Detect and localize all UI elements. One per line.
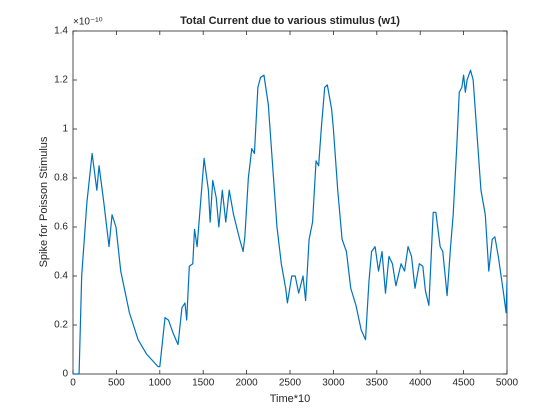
- x-tick-label: 4500: [452, 378, 475, 389]
- x-tick-label: 2500: [279, 378, 302, 389]
- y-tick-label: 1: [62, 124, 68, 135]
- y-tick-label: 1.4: [54, 26, 68, 37]
- x-tick-label: 1500: [192, 378, 215, 389]
- x-tick-label: 3500: [366, 378, 389, 389]
- y-tick-label: 0.4: [54, 271, 68, 282]
- y-tick-label: 0: [62, 369, 68, 380]
- x-tick-label: 2000: [235, 378, 258, 389]
- plot-area: [72, 30, 508, 375]
- x-tick-label: 1000: [149, 378, 172, 389]
- y-tick-label: 0.6: [54, 222, 68, 233]
- chart-title: Total Current due to various stimulus (w…: [180, 15, 400, 27]
- y-tick-label: 0.2: [54, 320, 68, 331]
- y-tick-label: 0.8: [54, 173, 68, 184]
- x-tick-label: 0: [70, 378, 76, 389]
- x-tick-label: 5000: [496, 378, 519, 389]
- x-tick-label: 4000: [409, 378, 432, 389]
- x-tick-label: 3000: [322, 378, 345, 389]
- y-axis-label: Spike for Poisson Stimulus: [38, 136, 50, 267]
- x-tick-label: 500: [108, 378, 125, 389]
- y-multiplier: ×10⁻¹⁰: [73, 17, 103, 28]
- x-axis-label: Time*10: [270, 393, 311, 405]
- line-series: [73, 69, 508, 375]
- y-tick-label: 1.2: [54, 75, 68, 86]
